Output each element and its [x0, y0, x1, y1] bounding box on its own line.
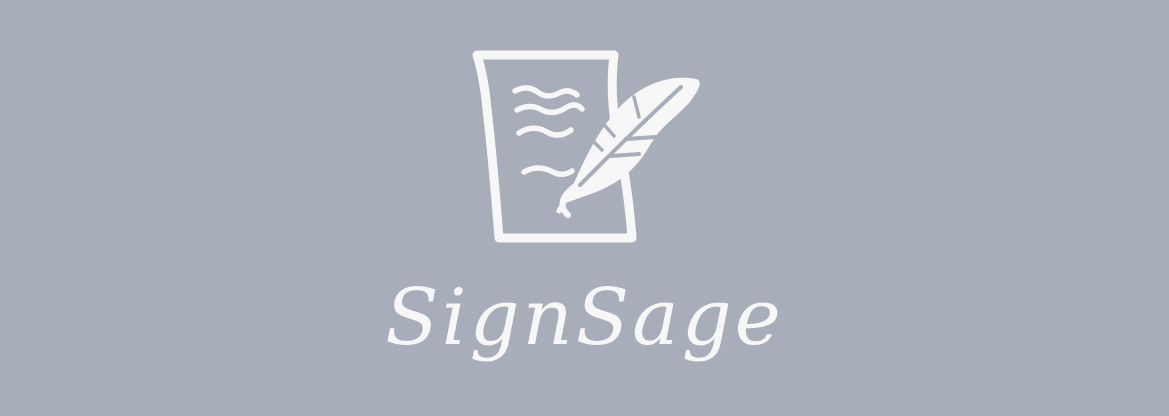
- document-quill-icon: [468, 48, 708, 246]
- brand-name: SignSage: [385, 273, 784, 363]
